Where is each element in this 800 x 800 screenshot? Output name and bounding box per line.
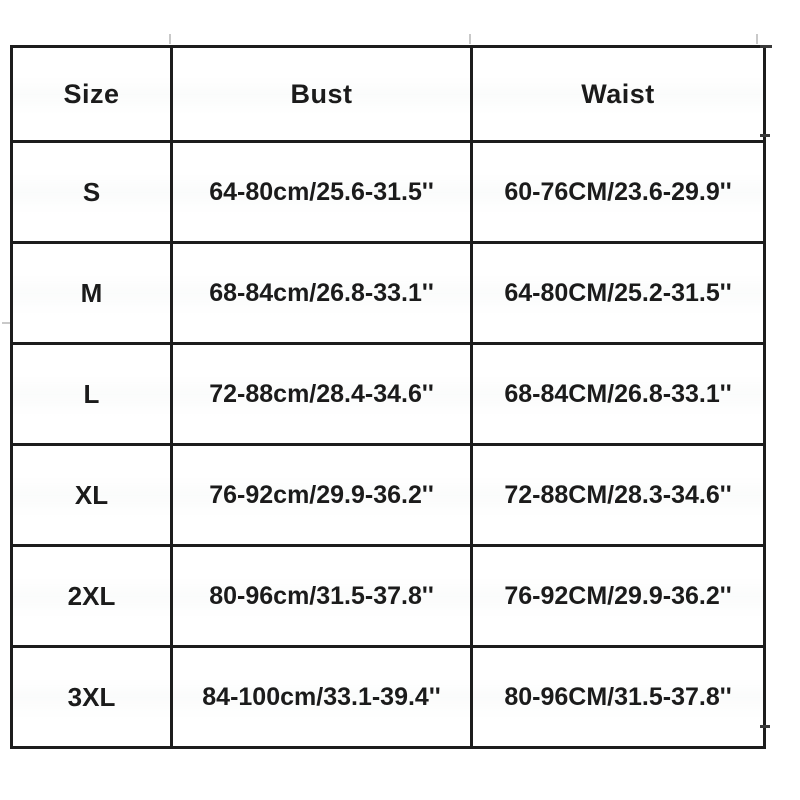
bust-cell: 64-80cm/25.6-31.5'' [170, 140, 473, 244]
column-header-bust: Bust [170, 45, 473, 143]
waist-cell: 60-76CM/23.6-29.9'' [470, 140, 766, 244]
column-header-waist: Waist [470, 45, 766, 143]
table-row-2xl: 2XL 80-96cm/31.5-37.8'' 76-92CM/29.9-36.… [10, 544, 766, 648]
waist-cell: 64-80CM/25.2-31.5'' [470, 241, 766, 345]
waist-cell: 80-96CM/31.5-37.8'' [470, 645, 766, 749]
border-overshoot [760, 725, 770, 728]
gridline-tick [469, 34, 471, 44]
table-row-s: S 64-80cm/25.6-31.5'' 60-76CM/23.6-29.9'… [10, 140, 766, 244]
bust-cell: 68-84cm/26.8-33.1'' [170, 241, 473, 345]
table-row-l: L 72-88cm/28.4-34.6'' 68-84CM/26.8-33.1'… [10, 342, 766, 446]
gridline-tick [169, 34, 171, 44]
table-row-xl: XL 76-92cm/29.9-36.2'' 72-88CM/28.3-34.6… [10, 443, 766, 547]
gridline-tick [756, 34, 758, 44]
border-overshoot [760, 45, 772, 48]
column-header-size: Size [10, 45, 173, 143]
waist-cell: 68-84CM/26.8-33.1'' [470, 342, 766, 446]
size-cell: XL [10, 443, 173, 547]
size-cell: 2XL [10, 544, 173, 648]
size-cell: S [10, 140, 173, 244]
border-overshoot [760, 134, 770, 137]
size-table: Size Bust Waist S 64-80cm/25.6-31.5'' 60… [10, 45, 766, 749]
waist-cell: 72-88CM/28.3-34.6'' [470, 443, 766, 547]
bust-cell: 80-96cm/31.5-37.8'' [170, 544, 473, 648]
size-cell: 3XL [10, 645, 173, 749]
bust-cell: 72-88cm/28.4-34.6'' [170, 342, 473, 446]
table-row-3xl: 3XL 84-100cm/33.1-39.4'' 80-96CM/31.5-37… [10, 645, 766, 749]
bust-cell: 84-100cm/33.1-39.4'' [170, 645, 473, 749]
gridline-tick [2, 322, 10, 324]
table-row-m: M 68-84cm/26.8-33.1'' 64-80CM/25.2-31.5'… [10, 241, 766, 345]
size-cell: L [10, 342, 173, 446]
waist-cell: 76-92CM/29.9-36.2'' [470, 544, 766, 648]
bust-cell: 76-92cm/29.9-36.2'' [170, 443, 473, 547]
header-row: Size Bust Waist [10, 45, 766, 143]
size-cell: M [10, 241, 173, 345]
